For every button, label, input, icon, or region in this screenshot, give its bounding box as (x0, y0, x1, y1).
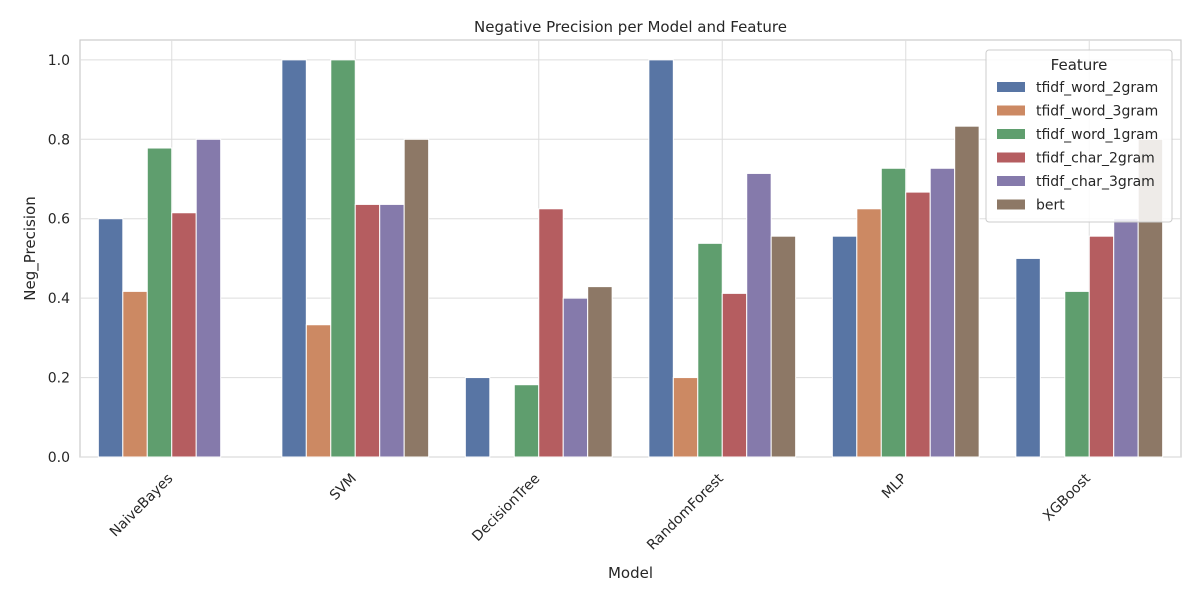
bar-mlp-tfidf-char-2gram (905, 191, 931, 458)
bar-decisiontree-tfidf-char-2gram (538, 208, 564, 458)
y-tick-label: 0.8 (48, 132, 70, 148)
legend-entry: tfidf_char_3gram (1036, 174, 1155, 190)
x-tick-label: RandomForest (644, 470, 727, 553)
legend-entry: tfidf_word_2gram (1036, 80, 1158, 96)
legend-swatch (997, 199, 1025, 210)
bar-xgboost-tfidf-word-1gram (1064, 290, 1090, 458)
bar-naivebayes-tfidf-word-3gram (122, 290, 148, 458)
legend-swatch (997, 129, 1025, 139)
x-tick-label: XGBoost (1040, 470, 1094, 524)
bar-xgboost-tfidf-char-3gram (1113, 218, 1139, 458)
bar-decisiontree-tfidf-char-3gram (562, 297, 589, 458)
bar-randomforest-tfidf-word-2gram (648, 59, 674, 458)
bar-mlp-tfidf-word-3gram (856, 208, 882, 458)
x-tick-label: DecisionTree (469, 471, 543, 545)
bar-randomforest-tfidf-char-3gram (746, 172, 772, 458)
legend-box (985, 49, 1173, 223)
legend-swatch (997, 82, 1025, 92)
x-axis-label: Model (608, 564, 653, 582)
legend-swatch (997, 176, 1025, 186)
x-tick-label: NaiveBayes (107, 471, 176, 540)
chart-title: Negative Precision per Model and Feature (474, 18, 787, 36)
bar-svm-tfidf-word-1gram (330, 59, 356, 458)
bar-naivebayes-tfidf-word-1gram (146, 147, 173, 458)
bar-mlp-tfidf-word-1gram (880, 167, 907, 458)
bar-naivebayes-tfidf-word-2gram (97, 218, 124, 458)
bar-decisiontree-tfidf-word-1gram (513, 384, 540, 458)
bar-randomforest-bert (770, 235, 797, 458)
bar-randomforest-tfidf-char-2gram (721, 292, 748, 458)
bar-randomforest-tfidf-word-3gram (672, 377, 699, 458)
y-axis-ticks: 0.0 0.2 0.4 0.6 0.8 1.0 (48, 53, 70, 466)
legend-title: Feature (1051, 56, 1108, 74)
legend-swatch (997, 105, 1025, 116)
y-tick-label: 0.0 (48, 450, 70, 466)
bar-svm-bert (403, 138, 430, 458)
bar-naivebayes-tfidf-char-2gram (171, 212, 197, 458)
bar-mlp-bert (954, 125, 980, 458)
y-tick-label: 1.0 (48, 53, 70, 69)
bar-decisiontree-bert (587, 286, 613, 458)
bar-decisiontree-tfidf-word-2gram (464, 377, 491, 458)
bar-svm-tfidf-word-2gram (281, 59, 307, 458)
bar-xgboost-tfidf-char-2gram (1088, 235, 1115, 458)
y-tick-label: 0.4 (48, 291, 70, 307)
bar-naivebayes-tfidf-char-3gram (195, 138, 222, 458)
bar-mlp-tfidf-word-2gram (831, 235, 858, 458)
y-tick-label: 0.6 (48, 212, 70, 228)
bar-svm-tfidf-word-3gram (305, 324, 332, 458)
legend-swatch (997, 152, 1025, 163)
y-tick-label: 0.2 (48, 371, 70, 387)
legend-entry: tfidf_char_2gram (1036, 151, 1155, 167)
x-tick-label: MLP (879, 471, 910, 502)
legend: Feature tfidf_word_2gram tfidf_word_3gram… (985, 49, 1173, 223)
bar-mlp-tfidf-char-3gram (929, 167, 956, 458)
x-tick-label: SVM (327, 471, 360, 504)
bars (97, 59, 1164, 458)
legend-entry: bert (1036, 198, 1065, 214)
legend-entry: tfidf_word_1gram (1036, 127, 1158, 143)
bar-xgboost-tfidf-word-2gram (1015, 257, 1041, 458)
bar-svm-tfidf-char-2gram (354, 203, 381, 458)
bar-randomforest-tfidf-word-1gram (697, 242, 723, 458)
legend-entry: tfidf_word_3gram (1036, 104, 1158, 120)
bar-svm-tfidf-char-3gram (379, 203, 405, 458)
x-axis-ticks: NaiveBayes SVM DecisionTree RandomForest MLP… (107, 470, 1094, 553)
y-axis-label: Neg_Precision (21, 196, 40, 300)
